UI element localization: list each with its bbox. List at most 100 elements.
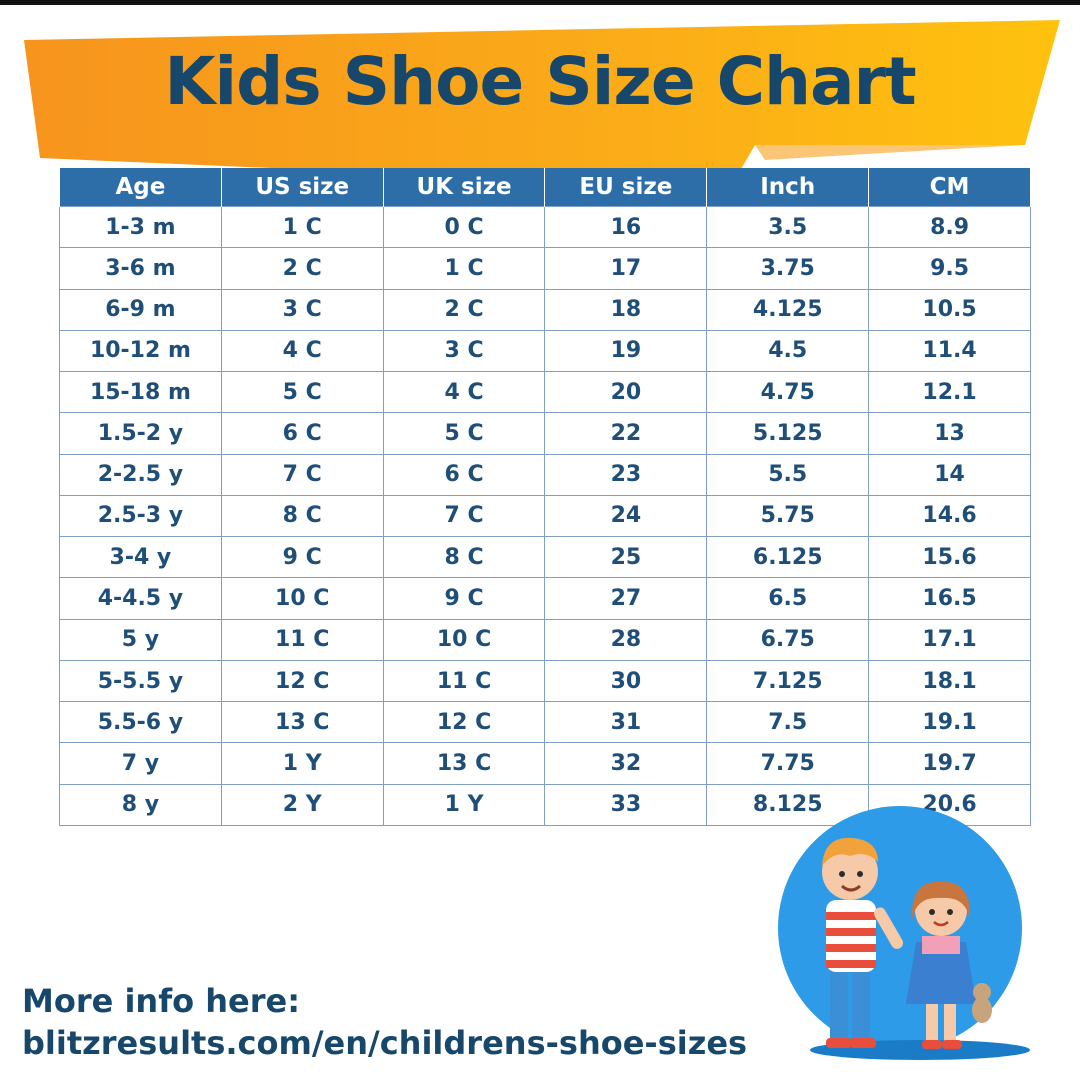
table-cell: 2 C [382, 288, 546, 331]
table-cell: 9 C [382, 577, 546, 620]
table-cell: 13 C [382, 742, 546, 785]
column-header-inch: Inch [706, 168, 870, 207]
table-cell: 5 y [59, 618, 222, 661]
table-cell: 3-4 y [59, 536, 222, 579]
table-cell: 19.1 [868, 701, 1031, 744]
table-cell: 5 C [382, 412, 546, 455]
table-cell: 2-2.5 y [59, 453, 222, 496]
table-cell: 18.1 [868, 659, 1031, 703]
kids-illustration-icon [778, 806, 1030, 1060]
table-cell: 28 [544, 618, 708, 661]
table-cell: 4 C [382, 371, 546, 414]
table-row: 5.5-6 y 13 C 12 C 31 7.5 19.1 [59, 701, 1031, 744]
column-header-us-size: US size [220, 168, 384, 207]
table-cell: 8.125 [706, 783, 870, 827]
table-cell: 1 Y [382, 783, 546, 827]
table-cell: 5 C [220, 371, 384, 414]
table-cell: 10 C [220, 577, 384, 620]
table-cell: 22 [544, 412, 708, 455]
table-cell: 16.5 [868, 577, 1031, 620]
table-cell: 4 C [220, 329, 384, 373]
table-cell: 13 C [220, 701, 384, 744]
table-cell: 7 C [382, 494, 546, 538]
table-cell: 13 [868, 412, 1031, 455]
table-cell: 0 C [382, 205, 546, 249]
table-cell: 8 y [59, 783, 222, 827]
table-cell: 3.5 [706, 205, 870, 249]
table-cell: 15-18 m [59, 371, 222, 414]
column-header-uk-size: UK size [382, 168, 546, 207]
title-banner [24, 20, 1060, 188]
table-cell: 5.125 [706, 412, 870, 455]
table-cell: 6.125 [706, 536, 870, 579]
table-cell: 3 C [220, 288, 384, 331]
table-cell: 11.4 [868, 329, 1031, 373]
table-cell: 2 Y [220, 783, 384, 827]
table-cell: 7.5 [706, 701, 870, 744]
table-cell: 1 Y [220, 742, 384, 785]
table-cell: 7 C [220, 453, 384, 496]
table-cell: 14.6 [868, 494, 1031, 538]
more-info-link[interactable]: blitzresults.com/en/childrens-shoe-sizes [22, 1024, 748, 1062]
table-cell: 9 C [220, 536, 384, 579]
table-cell: 12.1 [868, 371, 1031, 414]
table-cell: 10-12 m [59, 329, 222, 373]
table-cell: 8.9 [868, 205, 1031, 249]
table-cell: 25 [544, 536, 708, 579]
table-cell: 3-6 m [59, 247, 222, 290]
table-cell: 23 [544, 453, 708, 496]
page-title: Kids Shoe Size Chart [164, 43, 916, 120]
table-cell: 5.5 [706, 453, 870, 496]
table-cell: 4-4.5 y [59, 577, 222, 620]
table-cell: 9.5 [868, 247, 1031, 290]
table-cell: 5-5.5 y [59, 659, 222, 703]
table-cell: 11 C [220, 618, 384, 661]
table-cell: 17.1 [868, 618, 1031, 661]
table-cell: 12 C [382, 701, 546, 744]
table-cell: 14 [868, 453, 1031, 496]
more-info: More info here: blitzresults.com/en/chil… [22, 980, 747, 1064]
table-cell: 4.5 [706, 329, 870, 373]
table-cell: 10 C [382, 618, 546, 661]
table-cell: 33 [544, 783, 708, 827]
table-cell: 6.75 [706, 618, 870, 661]
table-cell: 1 C [220, 205, 384, 249]
table-row: 5-5.5 y 12 C 11 C 30 7.125 18.1 [59, 659, 1031, 703]
table-cell: 20 [544, 371, 708, 414]
table-cell: 19 [544, 329, 708, 373]
table-cell: 27 [544, 577, 708, 620]
table-cell: 1-3 m [59, 205, 222, 249]
table-cell: 15.6 [868, 536, 1031, 579]
table-cell: 2.5-3 y [59, 494, 222, 538]
table-cell: 7.125 [706, 659, 870, 703]
table-cell: 18 [544, 288, 708, 331]
table-cell: 6.5 [706, 577, 870, 620]
table-cell: 6 C [382, 453, 546, 496]
table-cell: 6 C [220, 412, 384, 455]
table-cell: 30 [544, 659, 708, 703]
column-header-eu-size: EU size [544, 168, 708, 207]
column-header-cm: CM [868, 168, 1031, 207]
table-cell: 8 C [220, 494, 384, 538]
table-cell: 6-9 m [59, 288, 222, 331]
girl-figure-icon [906, 881, 992, 1049]
column-header-age: Age [59, 168, 222, 207]
table-cell: 16 [544, 205, 708, 249]
table-cell: 11 C [382, 659, 546, 703]
table-cell: 8 C [382, 536, 546, 579]
table-cell: 31 [544, 701, 708, 744]
table-cell: 32 [544, 742, 708, 785]
more-info-label: More info here: [22, 982, 301, 1020]
